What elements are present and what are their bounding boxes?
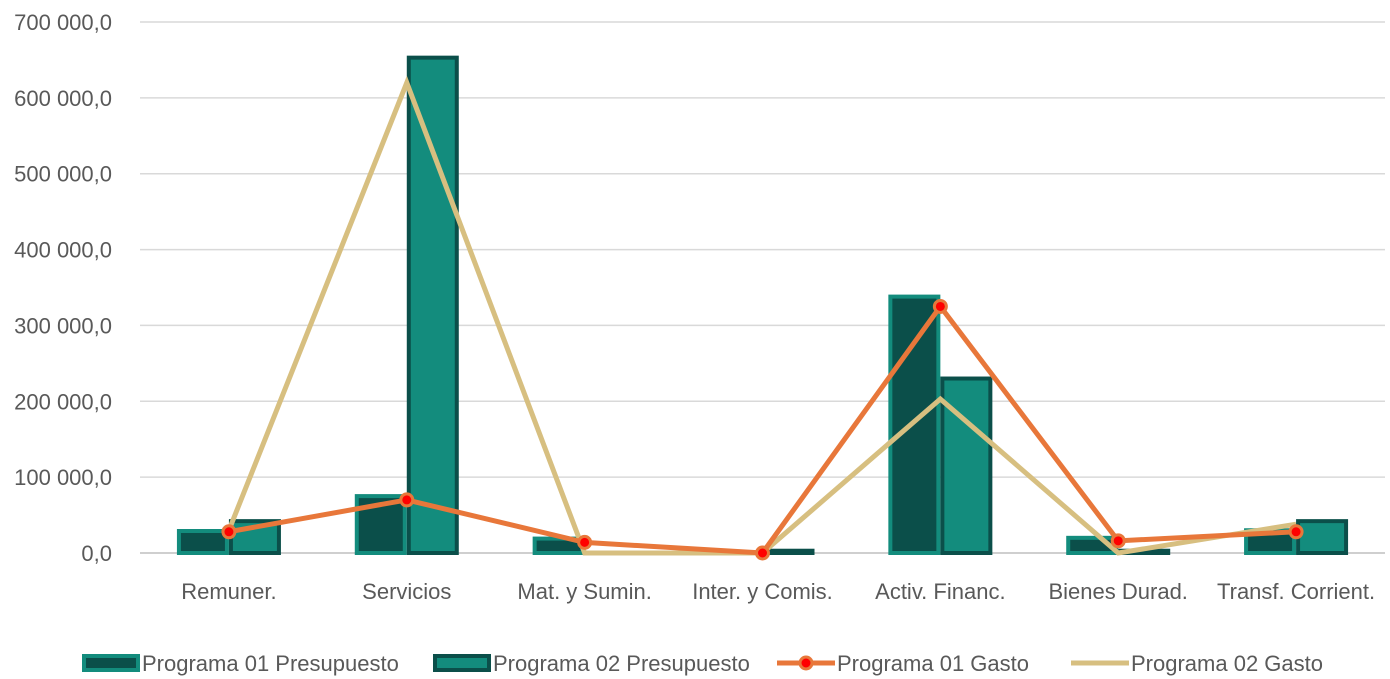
point (577, 534, 593, 550)
y-tick-label: 500 000,0 (14, 162, 112, 187)
y-tick-label: 400 000,0 (14, 238, 112, 263)
y-tick-label: 600 000,0 (14, 86, 112, 111)
legend-swatch (433, 654, 491, 672)
point (1110, 533, 1126, 549)
y-tick-label: 700 000,0 (14, 10, 112, 35)
y-axis-tick-labels: 0,0 100 000,0 200 000,0 300 000,0 400 000,0 5… (14, 10, 112, 566)
x-tick-label: Transf. Corrient. (1217, 579, 1375, 604)
series-line (226, 75, 1297, 556)
series-lines (221, 75, 1304, 561)
y-tick-label: 0,0 (81, 541, 112, 566)
legend-label: Programa 02 Presupuesto (493, 651, 750, 676)
x-axis-tick-labels: Remuner. Servicios Mat. y Sumin. Inter. y C… (181, 579, 1375, 604)
bars (176, 55, 1349, 556)
legend-label: Programa 02 Gasto (1131, 651, 1323, 676)
y-tick-label: 100 000,0 (14, 465, 112, 490)
x-tick-label: Servicios (362, 579, 451, 604)
point (932, 298, 948, 314)
y-tick-label: 300 000,0 (14, 313, 112, 338)
gridlines (140, 21, 1385, 554)
bar (1296, 519, 1349, 556)
legend: Programa 01 Presupuesto Programa 02 Presu… (82, 651, 1323, 676)
x-tick-label: Mat. y Sumin. (517, 579, 651, 604)
legend-label: Programa 01 Presupuesto (142, 651, 399, 676)
legend-label: Programa 01 Gasto (837, 651, 1029, 676)
bar (176, 529, 229, 555)
point (755, 545, 770, 561)
point (399, 492, 415, 508)
y-tick-label: 200 000,0 (14, 389, 112, 414)
x-tick-label: Inter. y Comis. (692, 579, 833, 604)
point (221, 524, 237, 540)
bar (406, 55, 459, 555)
x-tick-label: Remuner. (181, 579, 276, 604)
legend-marker (798, 655, 814, 671)
x-tick-label: Activ. Financ. (875, 579, 1005, 604)
legend-swatch (82, 654, 140, 672)
bar (762, 548, 815, 556)
x-tick-label: Bienes Durad. (1049, 579, 1188, 604)
point (1288, 524, 1304, 540)
